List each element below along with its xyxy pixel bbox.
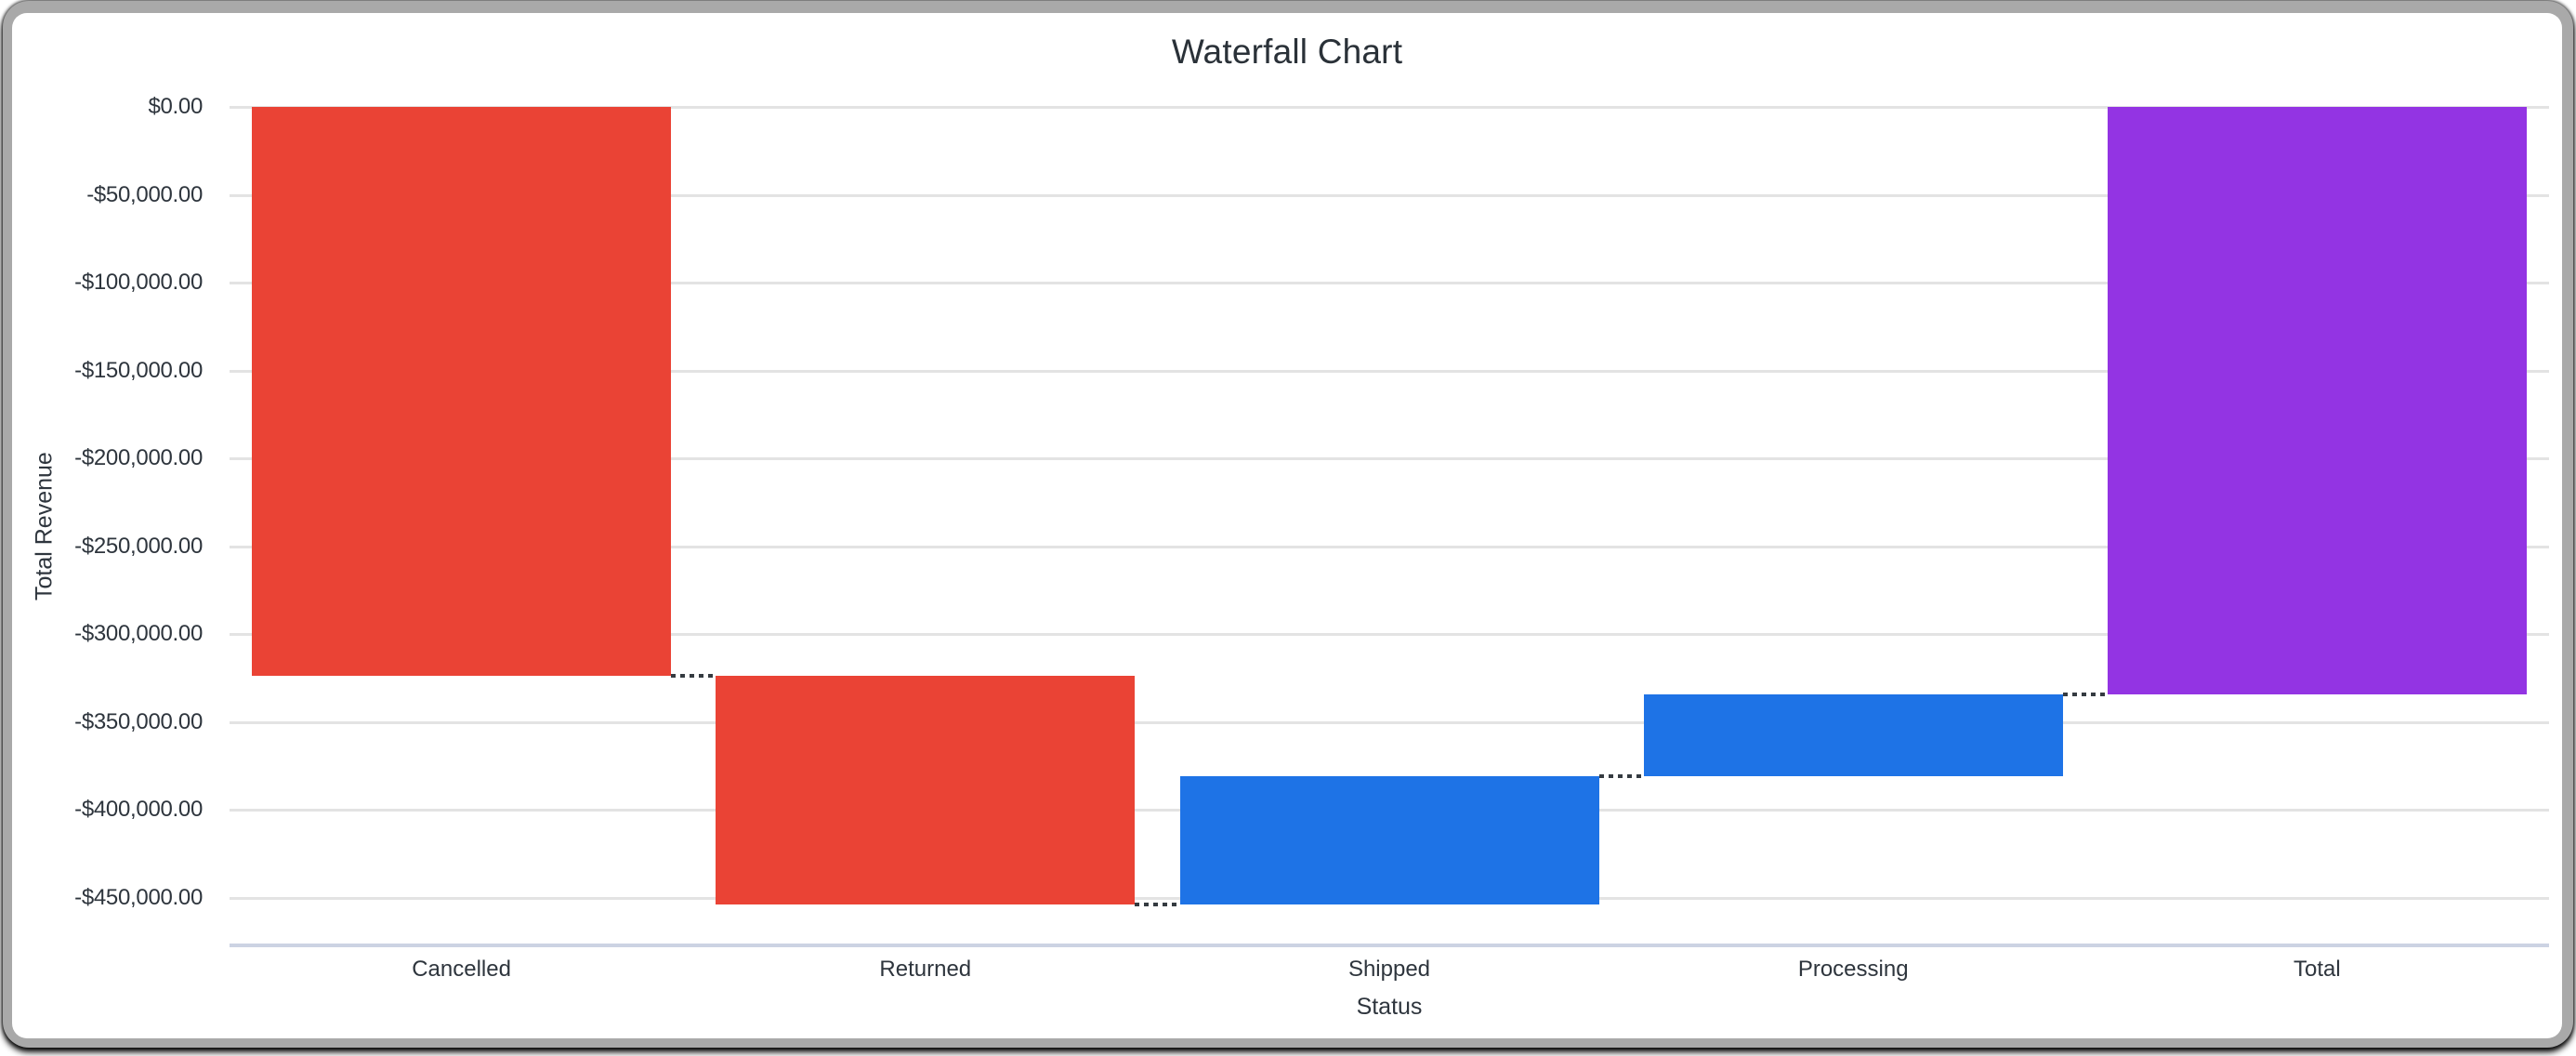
y-axis-tick-label: -$450,000.00 xyxy=(74,885,203,910)
y-axis-tick-label: -$50,000.00 xyxy=(86,181,203,207)
gridline xyxy=(230,193,2549,197)
bar-shipped[interactable] xyxy=(1179,775,1599,905)
chart-card: Waterfall Chart Total Revenue $0.00 -$50,… xyxy=(12,13,2562,1038)
waterfall-connector xyxy=(2062,693,2108,697)
gridline xyxy=(230,106,2549,109)
gridline xyxy=(230,545,2549,548)
bar-returned[interactable] xyxy=(716,675,1136,905)
gridline xyxy=(230,369,2549,373)
x-axis-category-label: Returned xyxy=(879,957,972,982)
window-frame: Waterfall Chart Total Revenue $0.00 -$50,… xyxy=(3,1,2573,1048)
y-axis-tick-label: -$200,000.00 xyxy=(74,445,203,471)
x-axis-category-label: Total xyxy=(2293,957,2341,982)
y-axis-tick-label: -$250,000.00 xyxy=(74,533,203,559)
y-axis-tick-label: -$300,000.00 xyxy=(74,621,203,647)
gridline xyxy=(230,633,2549,637)
waterfall-connector xyxy=(671,673,716,678)
x-axis-category-label: Shipped xyxy=(1347,957,1431,982)
x-axis-category-label: Cancelled xyxy=(412,957,511,982)
gridline xyxy=(230,457,2549,461)
bar-cancelled[interactable] xyxy=(252,107,672,676)
gridline xyxy=(230,720,2549,724)
y-axis-tick-label: $0.00 xyxy=(148,94,203,119)
y-axis-tick-label: -$150,000.00 xyxy=(74,357,203,383)
x-axis-category-label: Processing xyxy=(1797,957,1909,982)
x-axis-baseline xyxy=(230,944,2549,947)
y-axis-tick-label: -$400,000.00 xyxy=(74,797,203,823)
waterfall-connector xyxy=(1598,773,1644,778)
y-axis-tick-label: -$100,000.00 xyxy=(74,270,203,296)
bar-total[interactable] xyxy=(2107,107,2527,695)
bar-processing[interactable] xyxy=(1643,694,2063,776)
x-axis-title: Status xyxy=(1356,994,1423,1020)
gridline xyxy=(230,282,2549,285)
chart-title: Waterfall Chart xyxy=(1171,33,1403,71)
y-axis-tick-label: -$350,000.00 xyxy=(74,708,203,734)
waterfall-connector xyxy=(1135,903,1180,907)
